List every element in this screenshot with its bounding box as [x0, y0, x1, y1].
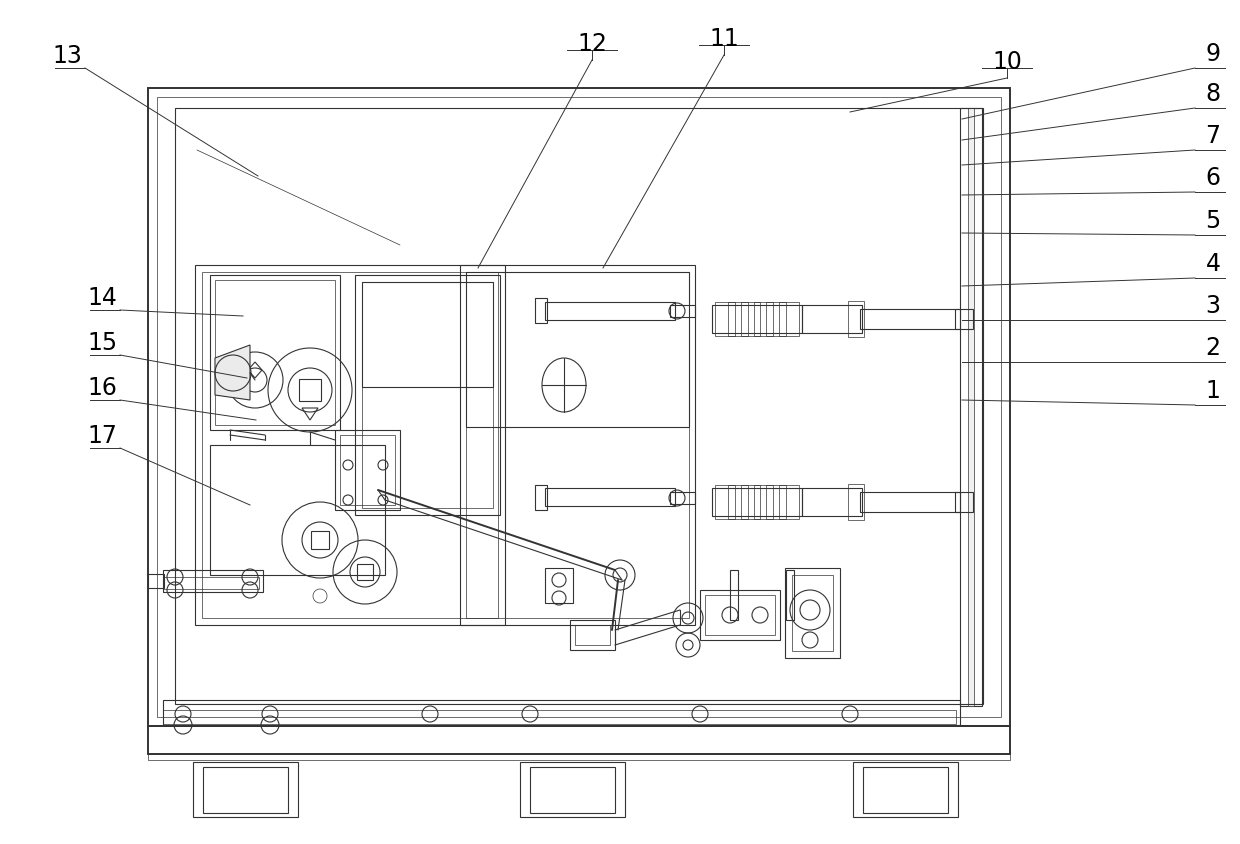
Text: 7: 7 — [1205, 124, 1220, 148]
Bar — [534, 298, 547, 323]
Text: 9: 9 — [1205, 42, 1220, 66]
Bar — [670, 305, 694, 317]
Text: 10: 10 — [992, 50, 1022, 74]
Bar — [175, 108, 983, 704]
Bar — [546, 302, 675, 320]
Bar — [210, 275, 340, 430]
Bar — [355, 275, 500, 515]
Bar — [148, 754, 1011, 760]
Bar — [706, 595, 775, 635]
Text: 16: 16 — [87, 376, 117, 400]
Text: 11: 11 — [709, 27, 739, 51]
Bar — [466, 272, 689, 427]
Bar — [466, 272, 689, 618]
Bar — [546, 568, 573, 603]
Bar — [786, 570, 794, 620]
Bar — [730, 570, 738, 620]
Bar — [575, 625, 610, 645]
Text: 2: 2 — [1205, 336, 1220, 360]
Bar — [357, 564, 373, 580]
Bar — [715, 302, 734, 336]
Bar — [802, 488, 862, 516]
Bar — [728, 485, 748, 519]
Bar — [340, 435, 396, 505]
Bar — [157, 97, 1001, 717]
Text: 13: 13 — [52, 44, 82, 68]
Bar — [162, 570, 263, 592]
Bar — [715, 485, 734, 519]
Bar — [712, 488, 802, 516]
Bar — [203, 767, 288, 813]
Text: 5: 5 — [1205, 209, 1220, 233]
Polygon shape — [215, 345, 250, 400]
Bar — [335, 430, 401, 510]
Bar — [863, 767, 949, 813]
Bar — [162, 700, 960, 725]
Bar — [960, 108, 982, 706]
Bar — [362, 282, 494, 508]
Text: 15: 15 — [87, 331, 117, 355]
Bar — [148, 726, 1011, 754]
Bar — [848, 484, 864, 520]
Bar — [740, 302, 760, 336]
Bar — [712, 305, 802, 333]
Bar — [162, 577, 259, 589]
Bar — [792, 575, 833, 651]
Bar — [802, 305, 862, 333]
Bar — [460, 265, 694, 625]
Bar — [210, 445, 384, 575]
Bar — [853, 762, 959, 817]
Bar — [848, 301, 864, 337]
Bar — [754, 302, 774, 336]
Bar — [785, 568, 839, 658]
Text: 1: 1 — [1205, 379, 1220, 403]
Bar — [754, 485, 774, 519]
Bar — [311, 531, 329, 549]
Bar — [148, 574, 164, 588]
Bar — [861, 492, 960, 512]
Text: 17: 17 — [87, 424, 117, 448]
Text: 3: 3 — [1205, 294, 1220, 318]
Bar — [955, 309, 973, 329]
Bar — [955, 492, 973, 512]
Text: 12: 12 — [577, 32, 606, 56]
Bar — [728, 302, 748, 336]
Bar — [202, 272, 498, 618]
Bar — [195, 265, 505, 625]
Bar — [968, 108, 973, 706]
Text: 14: 14 — [87, 286, 117, 310]
Bar — [740, 485, 760, 519]
Bar — [670, 492, 694, 504]
Bar — [534, 485, 547, 510]
Bar — [766, 302, 786, 336]
Text: 6: 6 — [1205, 166, 1220, 190]
Bar — [780, 302, 799, 336]
Bar — [570, 620, 615, 650]
Bar — [546, 488, 675, 506]
Bar — [861, 309, 960, 329]
Bar — [193, 762, 298, 817]
Bar — [780, 485, 799, 519]
Text: 8: 8 — [1205, 82, 1220, 106]
Bar — [299, 379, 321, 401]
Bar — [362, 282, 494, 387]
Text: 4: 4 — [1205, 252, 1220, 276]
Bar — [529, 767, 615, 813]
Bar — [701, 590, 780, 640]
Bar — [215, 280, 335, 425]
Bar — [162, 710, 956, 724]
Bar — [766, 485, 786, 519]
Bar — [520, 762, 625, 817]
Bar — [148, 88, 1011, 726]
